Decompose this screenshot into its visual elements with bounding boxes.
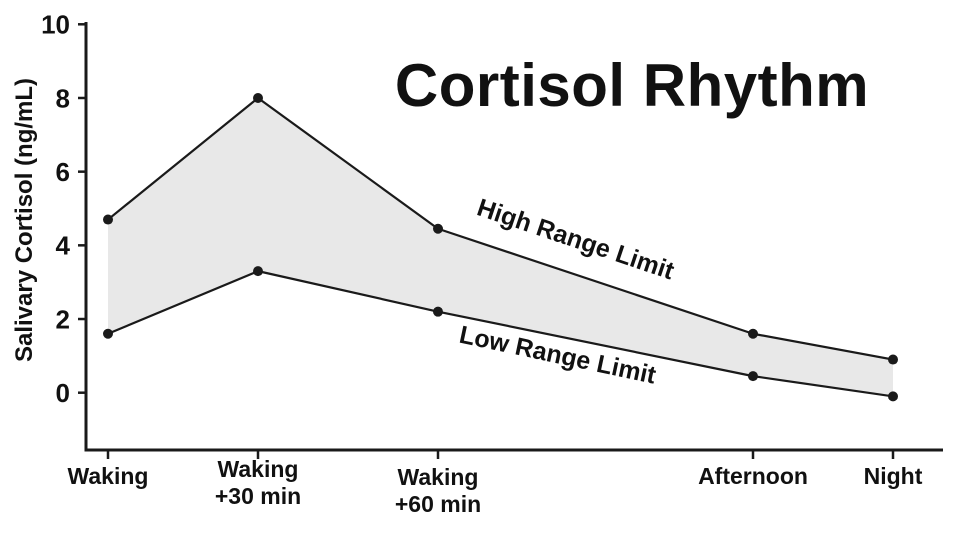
y-tick-label: 2	[56, 304, 70, 334]
chart-title: Cortisol Rhythm	[395, 52, 869, 119]
range-band	[108, 97, 893, 397]
y-tick-label: 10	[41, 10, 70, 40]
y-tick-label: 4	[56, 231, 71, 261]
x-tick-label: Waking	[68, 463, 149, 489]
x-tick-label: Waking +60 min	[395, 464, 481, 517]
y-tick-label: 8	[56, 83, 70, 113]
y-axis-title: Salivary Cortisol (ng/mL)	[11, 78, 38, 362]
y-tick-label: 0	[56, 378, 70, 408]
x-tick-label: Night	[864, 463, 923, 489]
data-point	[433, 223, 443, 234]
data-point	[103, 328, 113, 339]
data-point	[433, 306, 443, 317]
data-point	[253, 92, 263, 103]
data-point	[748, 328, 758, 339]
data-point	[253, 266, 263, 277]
x-tick-label: Afternoon	[698, 463, 808, 489]
x-tick-label: Waking +30 min	[215, 456, 301, 509]
data-point	[888, 391, 898, 402]
data-point	[888, 354, 898, 365]
data-point	[103, 214, 113, 225]
y-tick-label: 6	[56, 157, 70, 187]
data-point	[748, 371, 758, 382]
